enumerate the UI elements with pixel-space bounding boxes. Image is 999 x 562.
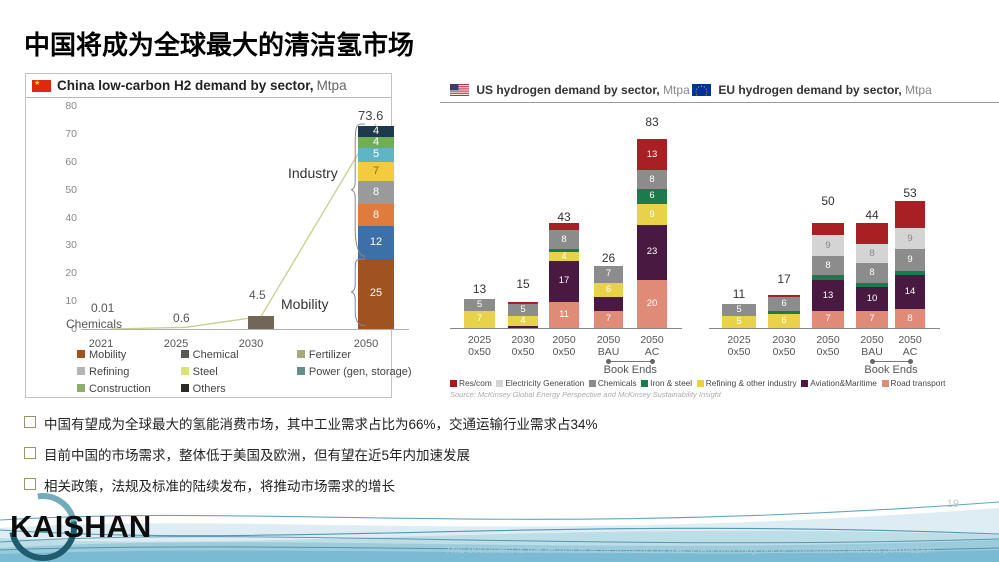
svg-text:KAISHAN: KAISHAN [10,509,151,544]
